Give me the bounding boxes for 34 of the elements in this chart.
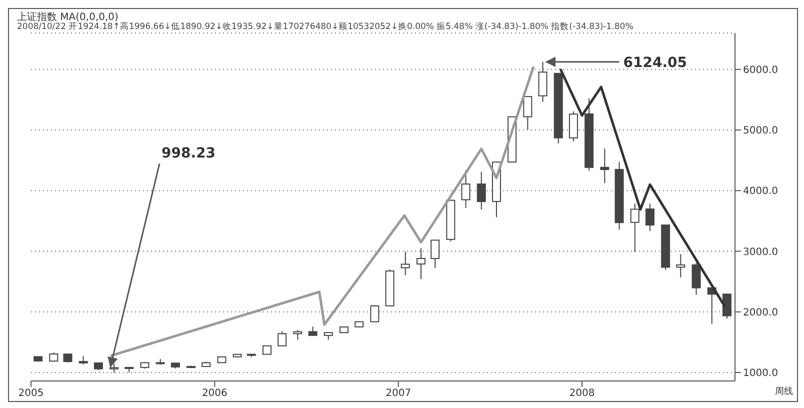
candlestick bbox=[523, 96, 532, 130]
y-tick-label: 5000.0 bbox=[743, 126, 778, 137]
y-tick-label: 4000.0 bbox=[743, 186, 778, 198]
candlestick bbox=[676, 254, 686, 278]
line-series bbox=[110, 66, 534, 357]
candlestick bbox=[722, 293, 732, 319]
candlestick bbox=[416, 248, 426, 280]
text: 周线 bbox=[775, 386, 793, 398]
candlestick bbox=[370, 304, 380, 323]
candlestick bbox=[262, 345, 272, 356]
candlestick bbox=[630, 203, 640, 252]
candlestick bbox=[538, 61, 548, 102]
text: 2008/10/22 开1924.18↑高1996.66↓低1890.92↓收1935.92↓量170276480↓额10532052↓换0.00% 振5.48% 涨(-34.83)-1.80% 指数(-34.83)-1.80% bbox=[17, 22, 634, 33]
candlestick bbox=[110, 363, 119, 374]
candlestick bbox=[278, 330, 287, 346]
candlestick bbox=[400, 251, 410, 276]
x-tick-label: 2008 bbox=[569, 388, 595, 400]
x-tick-label: 2007 bbox=[386, 388, 412, 400]
chart-title: 上证指数 MA(0,0,0,0) bbox=[17, 10, 118, 23]
y-tick-label: 1000.0 bbox=[743, 368, 778, 380]
annotation: 6124.05 bbox=[623, 54, 688, 71]
x-tick-label: 2006 bbox=[202, 388, 228, 400]
x-tick-label: 2005 bbox=[18, 388, 44, 400]
candlestick bbox=[600, 148, 610, 184]
y-tick-label: 6000.0 bbox=[743, 64, 778, 76]
candlestick bbox=[476, 171, 486, 210]
y-tick-label: 3000.0 bbox=[743, 246, 778, 258]
candlestick bbox=[645, 203, 654, 232]
candlestick bbox=[293, 329, 302, 340]
candlestick bbox=[692, 262, 701, 296]
annotation: 998.23 bbox=[162, 146, 216, 162]
candlestick bbox=[568, 110, 578, 142]
y-tick-label: 2000.0 bbox=[743, 307, 778, 318]
candlestick bbox=[430, 239, 440, 269]
